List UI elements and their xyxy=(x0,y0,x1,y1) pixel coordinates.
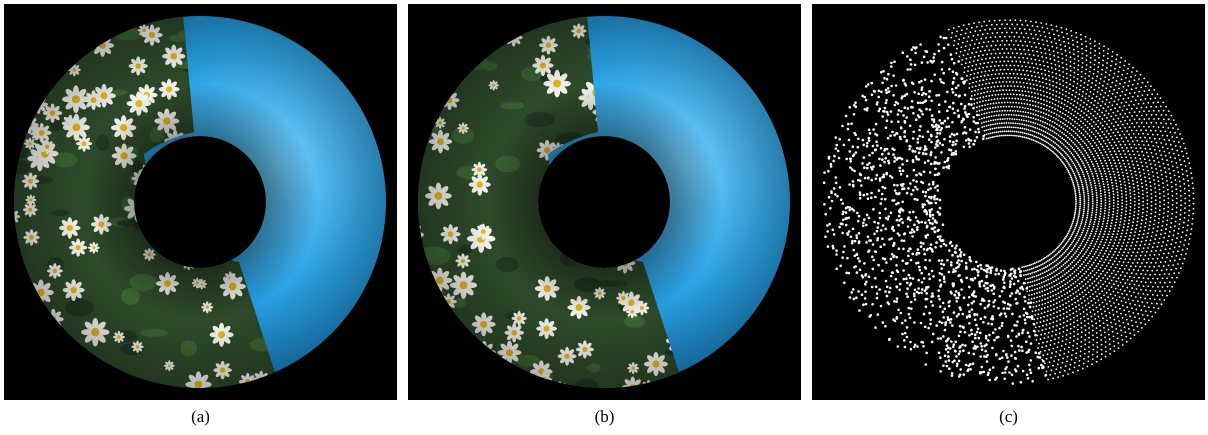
daisy xyxy=(432,60,446,73)
daisy xyxy=(452,330,469,347)
daisy xyxy=(22,80,36,94)
panel-b-textured-torus xyxy=(408,4,801,400)
daisy xyxy=(77,4,96,13)
daisy xyxy=(648,16,660,22)
daisy xyxy=(554,16,558,17)
daisy xyxy=(197,234,209,246)
daisy xyxy=(418,96,427,117)
caption-c: (c) xyxy=(999,407,1018,426)
daisy xyxy=(174,150,187,163)
daisy xyxy=(248,172,261,185)
panel-a-textured-torus xyxy=(4,4,397,400)
daisy xyxy=(590,192,611,212)
daisy xyxy=(626,206,654,234)
daisy xyxy=(4,188,13,207)
daisy xyxy=(4,243,11,255)
daisy xyxy=(427,73,452,98)
daisy xyxy=(288,4,299,15)
daisy xyxy=(144,199,173,227)
torus-point-samples xyxy=(822,19,1195,385)
daisy xyxy=(33,16,52,22)
daisy xyxy=(464,43,480,59)
daisy xyxy=(436,16,440,18)
daisy xyxy=(186,133,211,158)
daisy xyxy=(14,308,18,323)
daisy xyxy=(581,232,605,256)
daisy xyxy=(418,250,425,264)
daisy xyxy=(668,377,681,388)
daisy xyxy=(550,390,561,400)
daisy xyxy=(599,214,623,238)
daisy xyxy=(418,133,421,144)
daisy xyxy=(66,44,84,61)
torus-body xyxy=(418,4,790,400)
daisy xyxy=(418,261,429,276)
daisy xyxy=(418,310,425,329)
daisy xyxy=(541,4,554,14)
daisy xyxy=(418,16,434,33)
daisy xyxy=(37,54,54,71)
daisy xyxy=(209,202,230,223)
daisy xyxy=(443,337,462,356)
daisy xyxy=(433,63,459,89)
daisy xyxy=(95,378,114,388)
daisy xyxy=(454,19,469,34)
sample-points xyxy=(822,19,1195,385)
daisy xyxy=(439,350,455,366)
panel-c-point-samples xyxy=(812,4,1205,400)
daisy xyxy=(619,153,640,174)
daisy xyxy=(628,212,657,240)
daisy xyxy=(4,381,16,400)
daisy xyxy=(14,95,31,116)
daisy xyxy=(178,142,195,159)
daisy xyxy=(199,222,228,251)
daisy xyxy=(176,212,188,224)
daisy xyxy=(66,16,84,33)
daisy xyxy=(189,192,202,205)
torus-body xyxy=(4,4,386,400)
daisy xyxy=(624,232,637,246)
daisy xyxy=(195,212,221,238)
daisy xyxy=(427,16,432,17)
daisy xyxy=(418,327,423,340)
daisy xyxy=(425,16,452,42)
daisy xyxy=(48,25,62,39)
daisy xyxy=(14,70,18,83)
daisy xyxy=(271,4,287,13)
caption-a: (a) xyxy=(191,407,210,426)
torus-render-b xyxy=(418,4,790,400)
daisy xyxy=(418,16,446,41)
daisy xyxy=(619,182,640,202)
daisy xyxy=(444,67,459,82)
daisy xyxy=(423,40,437,55)
daisy xyxy=(418,346,430,360)
daisy xyxy=(226,390,238,400)
caption-b: (b) xyxy=(594,407,615,426)
daisy xyxy=(418,303,422,317)
torus-render-a xyxy=(4,4,386,400)
daisy xyxy=(514,4,528,14)
daisy xyxy=(472,370,486,384)
daisy xyxy=(49,16,56,19)
daisy xyxy=(211,222,237,248)
daisy xyxy=(422,85,436,99)
daisy xyxy=(474,360,503,388)
daisy xyxy=(452,332,473,353)
daisy xyxy=(39,357,62,380)
